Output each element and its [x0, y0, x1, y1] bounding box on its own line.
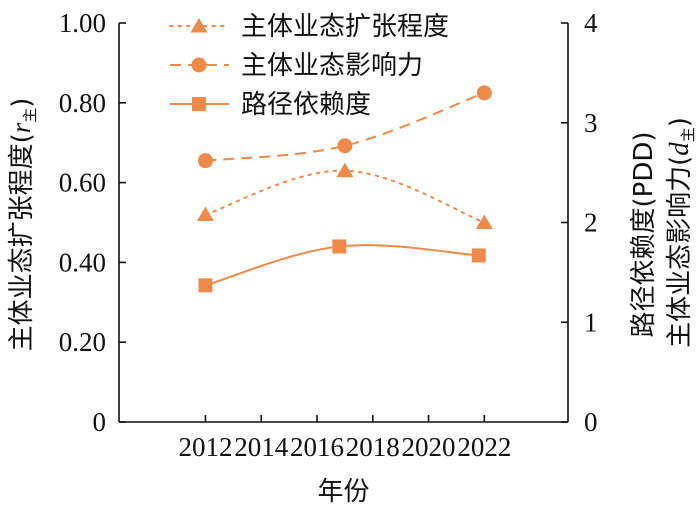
data-point-triangle — [475, 214, 493, 229]
legend-item: 路径依赖度 — [170, 90, 371, 120]
legend-item: 主体业态影响力 — [170, 51, 423, 81]
left-tick-label: 0.60 — [59, 168, 106, 198]
data-point-circle — [476, 85, 492, 101]
right-axis-label-line2: 主体业态影响力(d主) — [664, 117, 697, 348]
series-line — [205, 91, 485, 162]
x-tick-label: 2022 — [457, 432, 511, 462]
x-axis-label: 年份 — [317, 477, 369, 507]
right-tick-label: 2 — [584, 208, 598, 238]
left-tick-label: 0 — [93, 407, 107, 437]
right-tick-label: 0 — [584, 407, 598, 437]
data-point-square — [332, 239, 347, 254]
left-tick-label: 0.40 — [59, 247, 106, 277]
legend-label: 路径依赖度 — [241, 90, 371, 120]
left-tick-label: 1.00 — [59, 8, 106, 38]
data-point-triangle — [196, 206, 214, 222]
data-point-triangle — [336, 162, 354, 178]
legend-item: 主体业态扩张程度 — [169, 12, 449, 42]
data-point-square — [471, 248, 486, 263]
x-tick-label: 2018 — [346, 432, 400, 462]
series-line — [204, 169, 486, 224]
data-point-circle — [197, 153, 213, 169]
left-axis-label-text: 主体业态扩张程度(r主) — [6, 98, 39, 352]
x-tick-label: 2014 — [234, 432, 289, 462]
left-axis-label: 主体业态扩张程度(r主) — [6, 98, 39, 352]
series-circle — [197, 85, 492, 169]
legend-label: 主体业态影响力 — [241, 51, 423, 81]
legend-marker-circle — [191, 57, 207, 73]
series-triangle — [196, 162, 493, 229]
left-tick-label: 0.80 — [59, 88, 106, 118]
x-tick-label: 2016 — [290, 432, 344, 462]
x-tick-label: 2020 — [402, 432, 456, 462]
data-point-square — [198, 278, 213, 293]
series-square — [198, 239, 486, 293]
legend-marker-triangle — [190, 18, 208, 33]
right-axis-label-line1: 路径依赖度(PDD) — [629, 131, 659, 337]
legend-marker-square — [192, 97, 206, 111]
right-axis-label-pdd: 路径依赖度(PDD) — [629, 131, 659, 337]
right-tick-label: 1 — [584, 307, 598, 337]
right-tick-label: 4 — [584, 8, 598, 38]
x-tick-label: 2012 — [178, 432, 232, 462]
data-point-circle — [337, 138, 353, 154]
right-axis-label-influence: 主体业态影响力(d主) — [664, 117, 697, 348]
right-tick-label: 3 — [584, 108, 598, 138]
legend-label: 主体业态扩张程度 — [241, 12, 449, 42]
left-tick-label: 0.20 — [59, 327, 106, 357]
